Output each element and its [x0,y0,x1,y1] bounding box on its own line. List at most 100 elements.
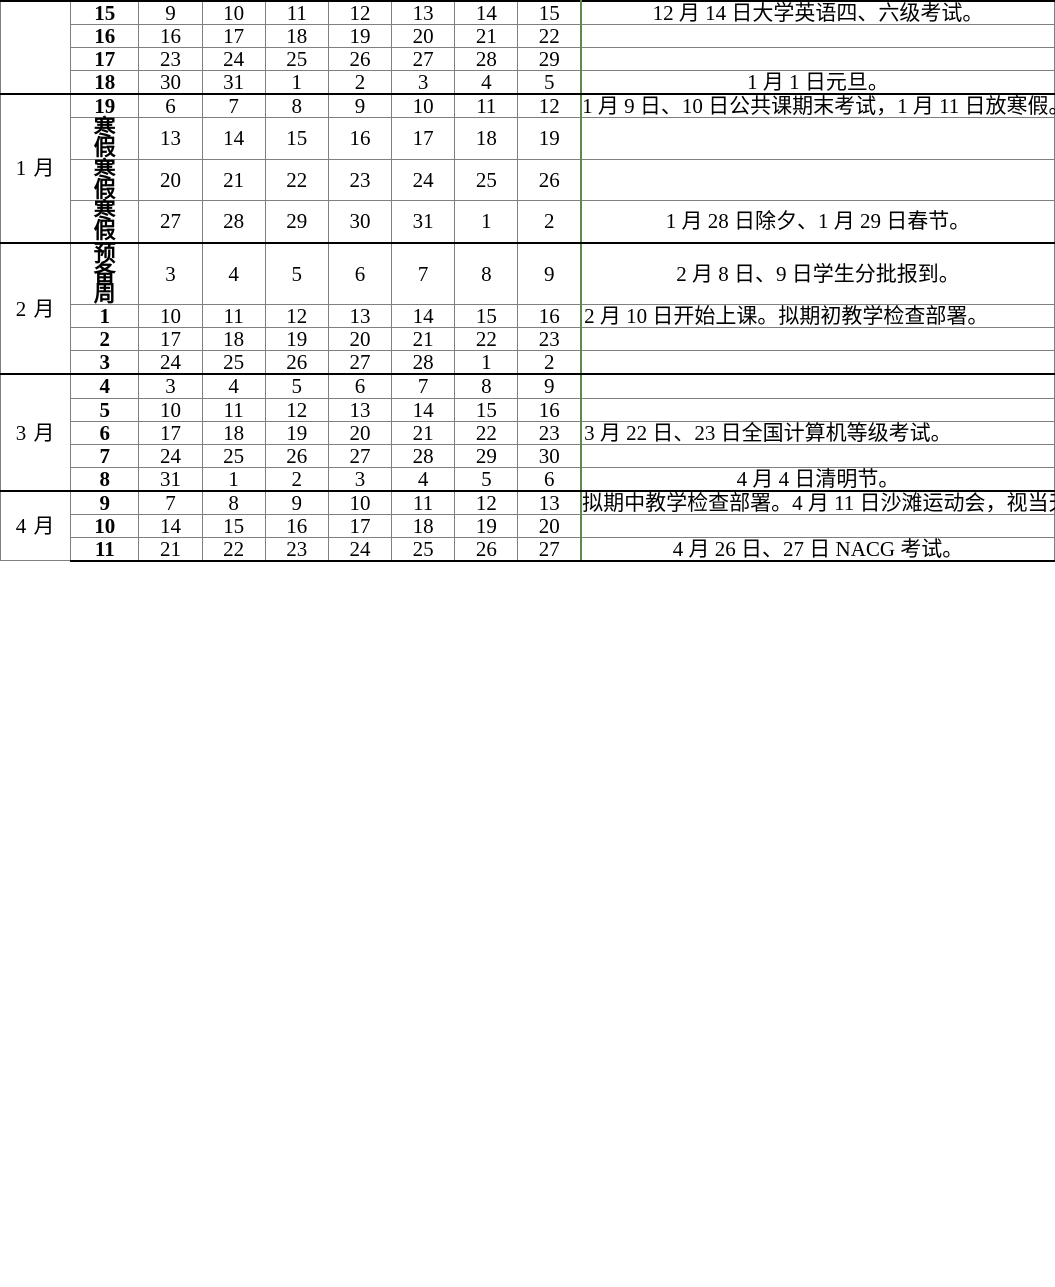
day-cell-weekend: 8 [454,241,519,306]
day-cell: 16 [327,117,393,160]
day-cell-weekend: 30 [517,443,583,468]
day-cell: 17 [391,117,456,160]
note-cell: 1 月 28 日除夕、1 月 29 日春节。 [580,200,1055,244]
day-cell: 15 [201,513,266,538]
day-cell: 10 [138,304,203,329]
month-label [0,0,72,95]
note-cell: 1 月 9 日、10 日公共课期末考试，1 月 11 日放寒假。 [580,93,1055,119]
month-label: 4 月 [0,489,72,562]
day-cell: 25 [201,350,266,376]
note-cell: 1 月 1 日元旦。 [580,70,1055,96]
day-cell: 22 [201,536,266,562]
week-number: 2 [70,327,140,352]
day-cell: 10 [138,397,203,422]
day-cell-weekend: 11 [454,93,519,119]
day-cell: 30 [327,200,393,244]
calendar-row: 8 31 1 2 3 4 5 6 4 月 4 日清明节。 [1,466,1055,492]
day-cell: 11 [201,397,266,422]
day-cell: 24 [391,158,456,202]
day-cell: 4 [201,241,266,306]
day-cell-weekend: 20 [517,513,583,538]
day-cell: 31 [391,200,456,244]
day-cell: 12 [264,304,329,329]
day-cell: 1 [201,466,266,492]
note-cell [580,397,1055,422]
day-cell: 18 [391,513,456,538]
calendar-row: 17 23 24 25 26 27 28 29 [1,47,1055,72]
day-cell: 13 [138,117,203,160]
day-cell: 15 [264,117,329,160]
calendar-row: 6 17 18 19 20 21 22 23 3 月 22 日、23 日全国计算机等级考试。 [1,420,1055,445]
day-cell: 10 [201,0,266,26]
day-cell-weekend: 1 [454,350,519,376]
day-cell-weekend: 22 [517,24,583,49]
calendar-row: 2 月预备周 3 4 5 6 7 8 9 2 月 8 日、9 日学生分批报到。 [0,241,1055,375]
day-cell: 22 [264,158,329,202]
day-cell: 26 [327,47,393,72]
day-cell: 17 [138,327,203,352]
week-number: 寒假 [70,200,140,244]
day-cell-weekend: 9 [517,241,583,306]
day-cell-weekend: 25 [454,158,519,202]
day-cell-weekend: 19 [517,117,583,160]
calendar-row: 寒假 27 28 29 30 31 1 2 1 月 28 日除夕、1 月 29 日春节。 [1,200,1055,244]
day-cell: 13 [327,304,393,329]
week-number: 4 [70,373,140,399]
day-cell-weekend: 12 [454,489,519,515]
calendar-row: 5 10 11 12 13 14 15 16 [1,397,1055,422]
day-cell: 23 [327,158,393,202]
day-cell: 18 [264,24,329,49]
week-number: 预备周 [70,241,140,306]
note-cell: 4 月 26 日、27 日 NACG 考试。 [580,536,1055,562]
day-cell: 27 [327,350,393,376]
calendar-row: 11 21 22 23 24 25 26 27 4 月 26 日、27 日 NACG 考试。 [1,536,1055,562]
day-cell-weekend: 4 [454,70,519,96]
day-cell: 17 [201,24,266,49]
note-cell [580,443,1055,468]
day-cell: 24 [201,47,266,72]
day-cell: 23 [264,536,329,562]
day-cell-holiday: 29 [264,200,329,244]
week-number: 寒假 [70,158,140,202]
day-cell-holiday: 1 [264,70,329,96]
calendar-table: 15 9 10 11 12 13 14 15 12 月 14 日大学英语四、六级考试。 16 16 1… [0,0,1055,562]
day-cell: 12 [264,397,329,422]
day-cell: 21 [138,536,203,562]
note-cell: 12 月 14 日大学英语四、六级考试。 [580,0,1055,26]
week-number: 6 [70,420,140,445]
day-cell: 21 [391,420,456,445]
day-cell: 19 [264,327,329,352]
day-cell-weekend: 15 [517,0,583,26]
day-cell: 31 [138,466,203,492]
day-cell: 10 [327,489,393,515]
day-cell: 7 [201,93,266,119]
day-cell: 3 [138,373,203,399]
day-cell: 21 [391,327,456,352]
day-cell-weekend: 13 [517,489,583,515]
day-cell: 20 [327,327,393,352]
calendar-row: 1 10 11 12 13 14 15 16 2 月 10 日开始上课。拟期初教学检查部署。 [1,304,1055,329]
day-cell-weekend: 5 [454,466,519,492]
day-cell-weekend: 23 [517,327,583,352]
day-cell-weekend: 8 [454,373,519,399]
day-cell-weekend: 18 [454,117,519,160]
calendar-row: 3 24 25 26 27 28 1 2 [1,350,1055,376]
day-cell-weekend: 6 [517,466,583,492]
week-number: 11 [70,536,140,562]
day-cell: 23 [138,47,203,72]
day-cell: 24 [138,443,203,468]
day-cell: 19 [327,24,393,49]
day-cell: 24 [138,350,203,376]
day-cell: 16 [138,24,203,49]
day-cell: 14 [391,304,456,329]
day-cell: 2 [264,466,329,492]
day-cell-weekend: 14 [454,0,519,26]
day-cell: 5 [264,241,329,306]
calendar-row: 寒假 20 21 22 23 24 25 26 [1,158,1055,202]
week-number: 19 [70,93,140,119]
calendar-row: 10 14 15 16 17 18 19 20 [1,513,1055,538]
day-cell: 10 [391,93,456,119]
day-cell: 17 [138,420,203,445]
day-cell: 8 [264,93,329,119]
